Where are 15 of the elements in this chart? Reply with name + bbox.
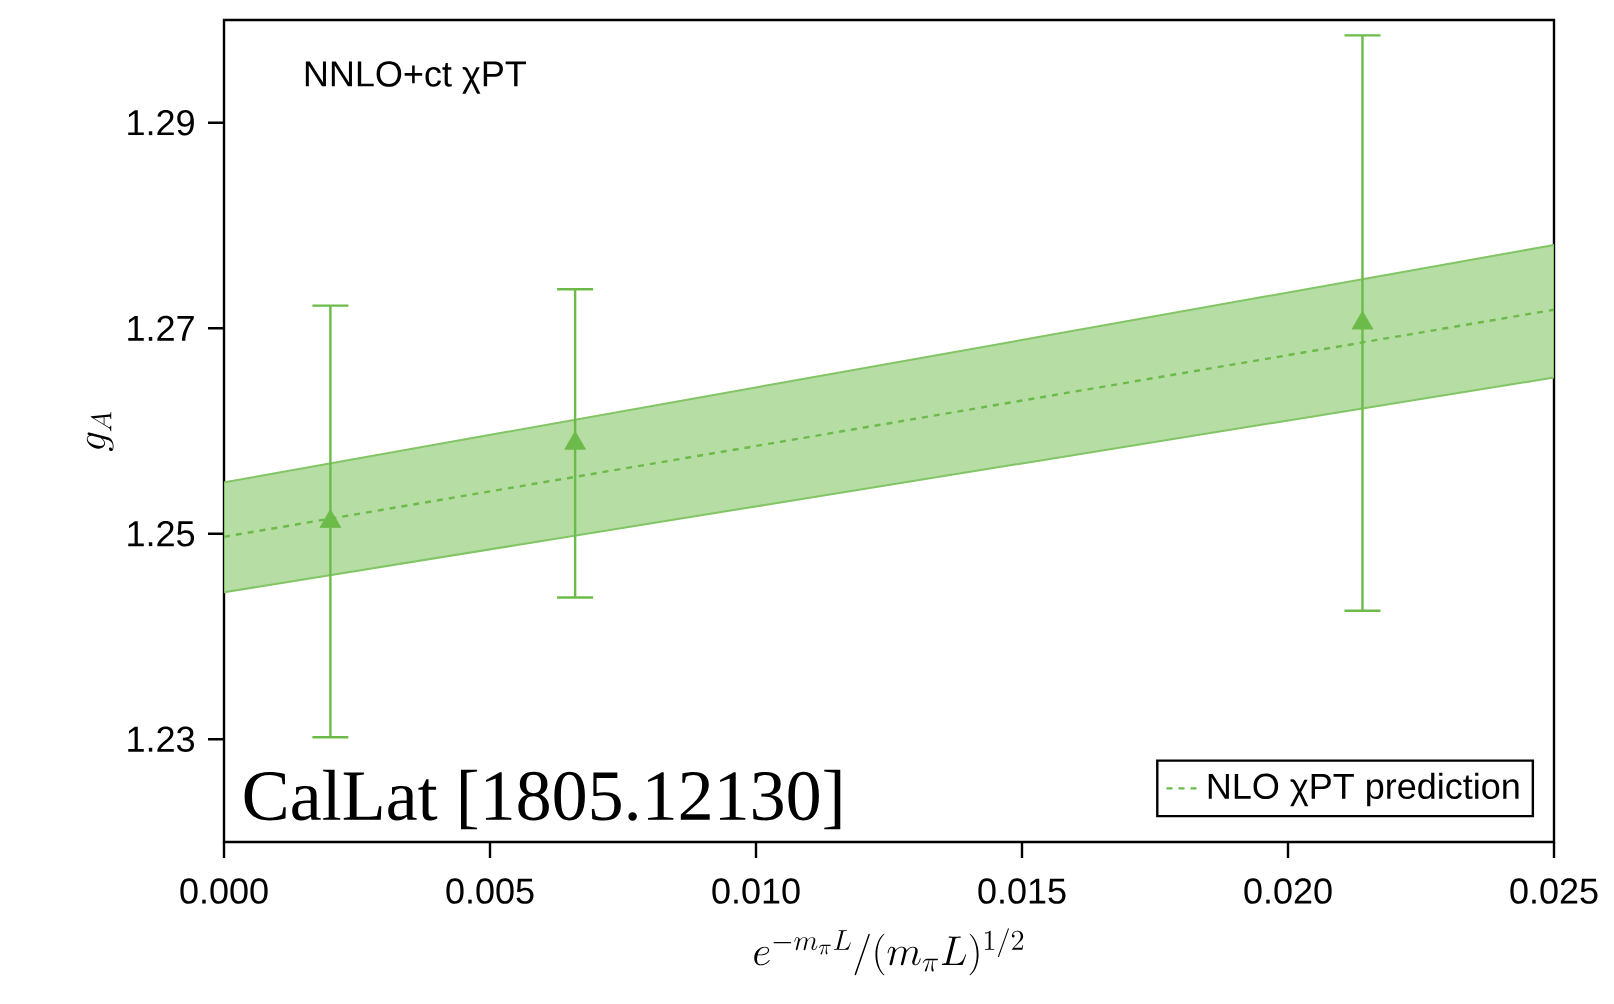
y-tick-label: 1.27 [128, 315, 194, 341]
y-tick-label: 1.29 [128, 109, 194, 136]
x-tick-label: 0.010 [712, 878, 800, 904]
legend-label: NLO χPT prediction [1208, 772, 1519, 807]
x-tick-label: 0.015 [978, 878, 1066, 904]
x-tick-label: 0.000 [180, 878, 268, 904]
x-axis-title: $e^{-m_\pi L}/(m_\pi L)^{1/2}$ [754, 928, 1024, 976]
y-axis-title: $g_A$ [86, 412, 114, 452]
x-tick-label: 0.025 [1510, 878, 1598, 904]
annotation: NNLO+ct χPT [305, 61, 526, 94]
x-tick-label: 0.020 [1244, 878, 1332, 904]
annotation: CalLat [1805.12130] [244, 769, 841, 830]
x-tick-label: 0.005 [446, 878, 534, 904]
y-tick-label: 1.25 [128, 520, 195, 547]
y-tick-label: 1.23 [128, 726, 195, 752]
